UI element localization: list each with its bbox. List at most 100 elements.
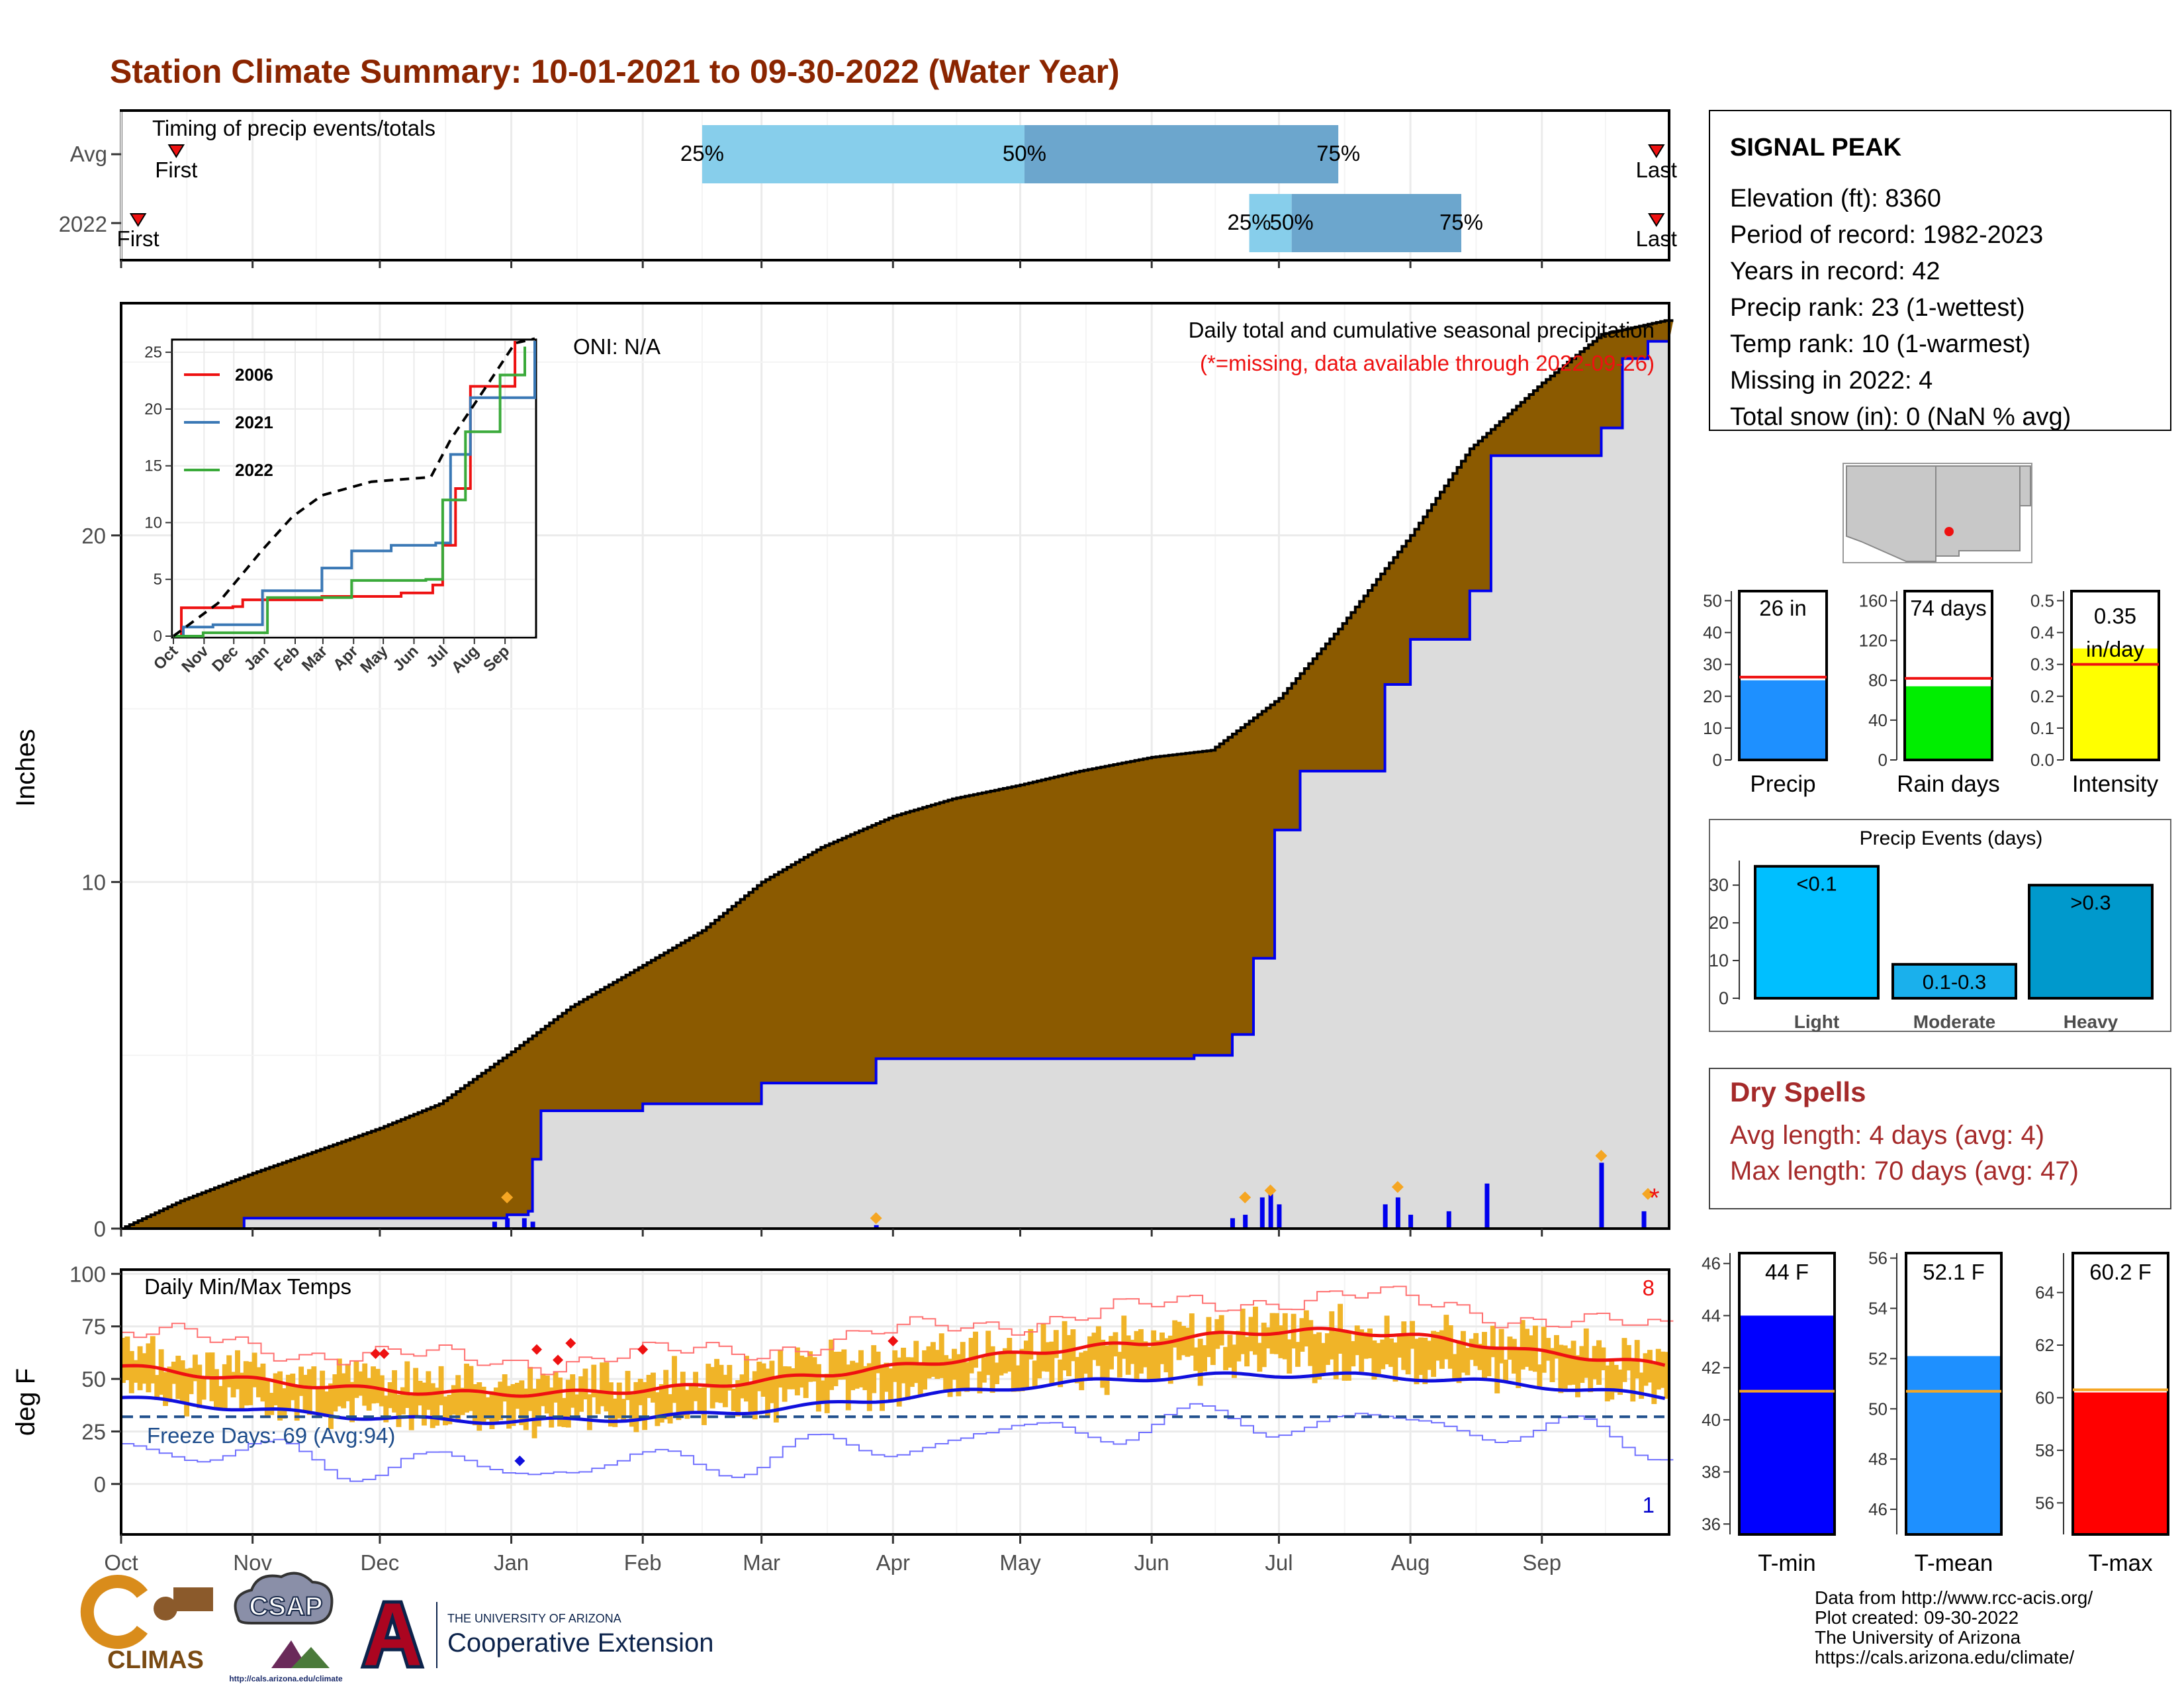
daily-temp-range-bar [1227,1335,1233,1368]
daily-precip-bar [1268,1190,1273,1229]
events-bar-label: <0.1 [1796,872,1837,896]
daily-temp-range-bar [353,1360,359,1398]
temp-summary-bar-fill [2073,1392,2168,1534]
daily-temp-range-bar [519,1380,525,1425]
daily-temp-range-bar [400,1387,406,1415]
events-y-tick-label: 20 [1709,913,1729,933]
station-info-line: Missing in 2022: 4 [1730,367,1933,395]
daily-precip-bar [1484,1183,1490,1229]
daily-temp-range-bar [506,1385,512,1429]
daily-temp-range-bar [790,1368,796,1389]
temp-summary-bar-tick-label: 62 [2035,1335,2054,1355]
daily-temp-range-bar [1359,1329,1365,1372]
daily-temp-range-bar [1299,1318,1305,1352]
daily-temp-range-bar [600,1362,606,1407]
daily-temp-range-bar [472,1384,478,1426]
daily-temp-range-bar [1028,1329,1034,1360]
csap-logo-text: CSAP [249,1592,322,1621]
daily-temp-range-bar [1160,1332,1165,1364]
daily-temp-range-bar [375,1368,381,1403]
record-min-temp-line [121,1403,1674,1482]
daily-temp-range-bar [315,1388,321,1419]
average-cumulative-line [121,319,1674,1230]
summary-bar-tick-label: 0.5 [2030,590,2054,610]
temp-summary-bar-outline [1738,1252,1836,1536]
station-info-box: SIGNAL PEAK Elevation (ft): 8360 Period o… [1709,110,2171,431]
daily-temp-range-bar [1630,1361,1636,1402]
month-tick-label: May [999,1550,1041,1575]
daily-temp-range-bar [1231,1344,1237,1378]
daily-temp-range-bar [866,1363,872,1411]
daily-temp-range-bar [1469,1338,1475,1360]
daily-temp-range-bar [1172,1320,1178,1348]
temp-summary-bar-tick-label: 42 [1702,1358,1721,1378]
record-precip-marker [1239,1191,1251,1203]
daily-temp-range-bar [1609,1360,1615,1400]
daily-temp-range-bar [328,1383,334,1429]
month-tick-label: Jul [1265,1550,1293,1575]
daily-temp-range-bar [731,1388,737,1411]
daily-temp-range-bar [1125,1335,1131,1375]
daily-temp-range-bar [1439,1330,1445,1369]
daily-temp-range-bar [230,1372,236,1398]
month-tick-label: Aug [1391,1550,1430,1575]
daily-temp-range-bar [887,1368,893,1401]
missing-data-marker: * [1649,1184,1660,1213]
daily-temp-range-bar [485,1397,491,1420]
daily-temp-range-bar [184,1368,190,1417]
daily-precip-bar [1259,1197,1265,1229]
last-event-label: Last [1636,158,1677,182]
daily-temp-range-bar [1549,1348,1555,1382]
daily-temp-range-bar [565,1380,571,1428]
daily-temp-range-bar [1278,1325,1284,1358]
daily-temp-range-bar [124,1336,130,1380]
record-low-marker [514,1455,525,1466]
daily-temp-range-bar [1431,1331,1437,1378]
daily-temp-range-bar [612,1398,618,1427]
daily-temp-range-bar [824,1374,830,1413]
daily-temp-range-bar [251,1352,257,1387]
station-info-line: Temp rank: 10 (1-warmest) [1730,330,2030,358]
summary-bar-fill [2071,648,2159,760]
ua-line-2: Cooperative Extension [447,1628,713,1658]
daily-temp-range-bar [438,1366,444,1405]
daily-temp-range-bar [1109,1336,1115,1370]
inset-y-tick-label: 10 [144,514,162,532]
timing-label: Timing of precip events/totals [152,116,435,140]
daily-temp-range-bar [1202,1345,1208,1372]
temp-summary-bar-tick-label: 56 [2035,1493,2054,1513]
footer-credit-line: https://cals.arizona.edu/climate/ [1815,1647,2074,1667]
daily-temp-range-bar [1447,1325,1453,1369]
daily-temp-range-bar [799,1355,805,1388]
daily-precip-bar [874,1225,879,1229]
daily-temp-range-bar [1236,1331,1242,1362]
daily-temp-range-bar [1405,1336,1411,1375]
temp-summary-bar-name: T-min [1758,1550,1816,1576]
daily-temp-range-bar [985,1331,991,1376]
daily-temp-range-bar [142,1353,147,1384]
daily-temp-range-bar [1295,1342,1300,1367]
daily-precip-bar [1243,1215,1248,1229]
daily-temp-range-bar [1095,1326,1101,1366]
events-bar [2028,884,2154,1000]
daily-temp-range-bar [833,1352,839,1387]
daily-precip-bar [1599,1162,1604,1229]
daily-temp-range-bar [574,1394,580,1419]
daily-temp-range-bar [1498,1329,1504,1364]
daily-temp-range-bar [549,1387,555,1428]
daily-temp-range-bar [862,1366,868,1391]
record-precip-marker [1641,1188,1654,1200]
station-info-line: Total snow (in): 0 (NaN % avg) [1730,403,2071,431]
temp-summary-bar-tick-label: 52 [1868,1348,1888,1368]
daily-temp-range-bar [345,1364,351,1401]
station-info-line: Period of record: 1982-2023 [1730,221,2043,249]
record-precip-marker [1391,1181,1404,1194]
daily-temp-range-bar [896,1357,902,1407]
daily-temp-range-bar [1189,1313,1195,1356]
daily-temp-range-bar [201,1378,206,1400]
daily-temp-range-bar [531,1388,537,1438]
daily-temp-range-bar [926,1346,932,1379]
timing-bar-q2 [1291,194,1461,252]
daily-temp-range-bar [676,1383,682,1421]
daily-temp-range-bar [167,1366,173,1403]
